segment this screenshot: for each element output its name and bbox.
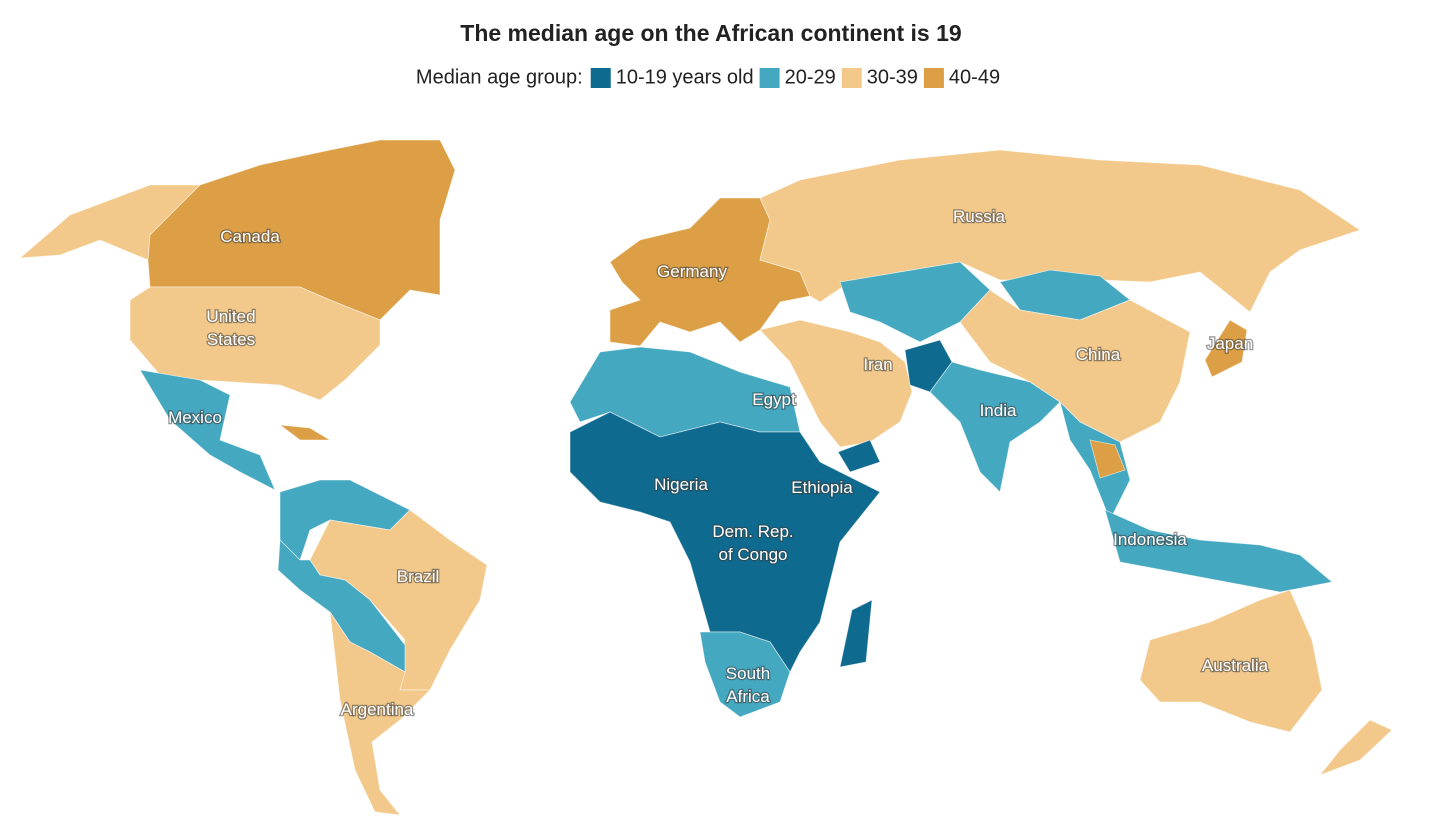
map-title: The median age on the African continent … [460,20,961,46]
region [1204,319,1248,378]
country-label: Iran [863,355,892,374]
region [759,149,1361,313]
region [837,439,881,473]
region [759,319,913,448]
country-label: Indonesia [1113,530,1187,549]
country-label: Canada [220,227,280,246]
country-label: States [207,330,255,349]
region [139,369,276,491]
country-label: Ethiopia [791,478,853,497]
legend-swatch [841,68,862,88]
country-label: Africa [726,687,770,706]
region [1318,719,1393,776]
country-label: Dem. Rep. [712,522,793,541]
region [277,539,406,673]
legend-entry: 30-39 [867,66,918,88]
region [1059,400,1131,521]
land [18,139,1393,816]
country-label: United [206,307,255,326]
region [278,424,332,441]
legend-entry: 10-19 years old [616,66,754,88]
country-label: Japan [1207,334,1253,353]
region [839,599,873,668]
legend-label: Median age group: [416,66,583,88]
country-labels: Canada United States Mexico Brazil Argentina G… [167,206,1270,721]
region [929,361,1061,493]
country-label: China [1076,345,1121,364]
country-label: Nigeria [654,475,708,494]
legend-swatch [923,68,944,88]
country-label: South [726,664,770,683]
country-label: of Congo [719,545,788,564]
country-label: Germany [657,262,727,281]
country-label: India [980,401,1017,420]
legend-swatch [759,68,780,88]
region [1139,589,1323,733]
region [1089,439,1126,479]
country-label: Russia [953,207,1006,226]
legend-entry: 20-29 [785,66,836,88]
country-label: Egypt [752,390,796,409]
country-label: Mexico [168,408,222,427]
legend: Median age group: 10-19 years old 20-29 30-… [416,66,1000,88]
region [329,611,431,816]
country-label: Brazil [397,567,440,586]
legend-entry: 40-49 [949,66,1000,88]
region [1104,509,1333,593]
region [569,411,881,673]
country-label: Australia [1202,656,1269,675]
legend-swatch [590,68,611,88]
region [699,631,791,718]
region [129,286,381,401]
country-label: Argentina [341,700,414,719]
